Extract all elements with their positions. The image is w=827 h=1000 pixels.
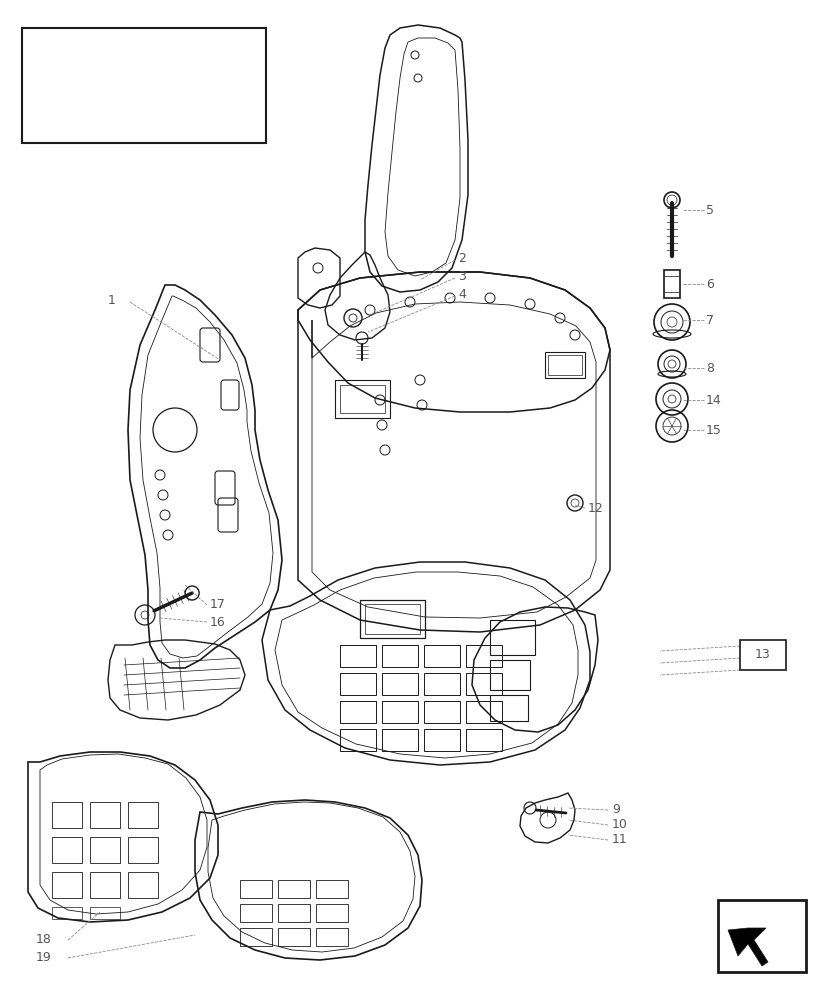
Text: 4: 4 [457,288,466,300]
Text: 19: 19 [36,951,51,964]
Text: 3: 3 [457,269,466,282]
Text: 12: 12 [587,502,603,514]
Bar [128,802,158,828]
Bar [340,673,375,695]
Bar [90,907,120,919]
Bar [52,907,82,919]
Bar [360,600,424,638]
Bar [466,701,501,723]
Polygon shape [727,928,767,966]
Bar [466,645,501,667]
Text: 1: 1 [108,294,116,306]
Text: 7: 7 [705,314,713,326]
Bar [240,880,272,898]
Text: 8: 8 [705,361,713,374]
Text: 11: 11 [611,833,627,846]
Text: 5: 5 [705,204,713,217]
Bar [340,645,375,667]
Bar [547,355,581,375]
Bar [278,928,309,946]
Text: 17: 17 [210,598,226,611]
Bar [90,802,120,828]
Bar [278,880,309,898]
Text: 9: 9 [611,803,619,816]
Bar [316,880,347,898]
Text: 2: 2 [457,251,466,264]
Bar [466,673,501,695]
Bar [278,904,309,922]
Bar [340,701,375,723]
Bar [52,872,82,898]
Bar [340,729,375,751]
Text: 15: 15 [705,424,721,436]
Bar [423,701,460,723]
Bar [90,872,120,898]
Bar [381,729,418,751]
Bar [544,352,585,378]
Text: 13: 13 [754,648,770,662]
Bar [52,837,82,863]
Bar [316,928,347,946]
Bar [22,28,265,143]
Text: 10: 10 [611,818,627,831]
Text: 6: 6 [705,277,713,290]
Bar [381,673,418,695]
Bar [240,928,272,946]
Bar [316,904,347,922]
Text: 18: 18 [36,933,52,946]
Bar [128,872,158,898]
Bar [381,645,418,667]
Text: 16: 16 [210,615,226,629]
Bar [335,380,390,418]
Bar [240,904,272,922]
Bar [381,701,418,723]
Text: 14: 14 [705,393,721,406]
Bar [663,270,679,298]
Bar [365,604,419,634]
Bar [52,802,82,828]
Bar [128,837,158,863]
Bar [423,673,460,695]
Bar [423,645,460,667]
Bar [717,900,805,972]
Bar [340,385,385,413]
Bar [423,729,460,751]
Bar [90,837,120,863]
Bar [739,640,785,670]
Bar [466,729,501,751]
